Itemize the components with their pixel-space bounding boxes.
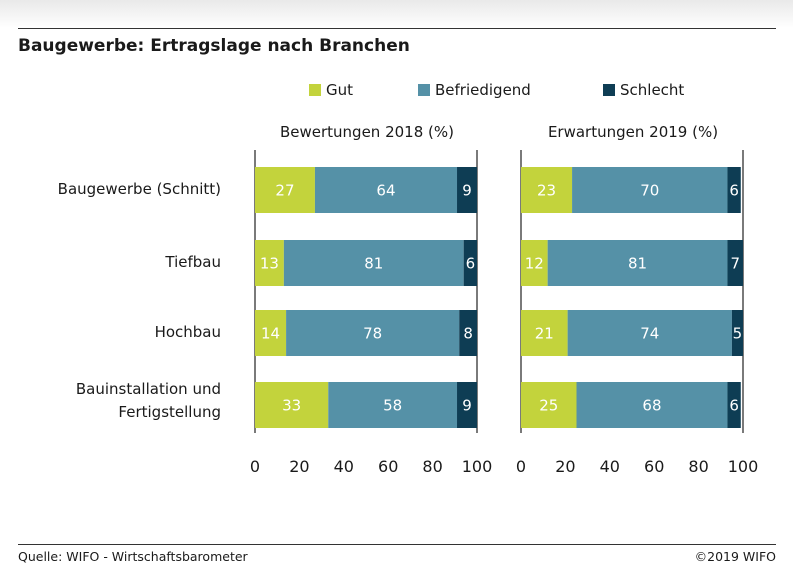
- bar-segment-schlecht: [727, 240, 743, 286]
- data-label: 74: [640, 325, 659, 343]
- bar-segment-gut: [255, 240, 284, 286]
- bar-segment-schlecht: [457, 382, 477, 428]
- bar-segment-befriedigend: [314, 167, 458, 213]
- legend-swatch-schlecht: [603, 84, 615, 96]
- data-label: 12: [525, 255, 544, 273]
- panel-title-2018: Bewertungen 2018 (%): [279, 123, 454, 141]
- legend-item-gut: Gut: [309, 80, 353, 100]
- bar-segment-gut: [521, 382, 577, 428]
- bar-segment-gut: [521, 310, 568, 356]
- tick-label: 20: [555, 457, 575, 476]
- legend-label-befriedigend: Befriedigend: [435, 81, 531, 99]
- category-label: Tiefbau: [165, 253, 221, 271]
- data-label: 9: [462, 397, 472, 415]
- data-label: 33: [282, 397, 301, 415]
- top-shade: [0, 0, 793, 28]
- bar-segment-befriedigend: [283, 240, 464, 286]
- data-label: 58: [383, 397, 402, 415]
- tick-label: 80: [422, 457, 442, 476]
- bar-segment-befriedigend: [286, 310, 460, 356]
- data-label: 5: [733, 325, 743, 343]
- legend-item-schlecht: Schlecht: [603, 80, 684, 100]
- category-label: Hochbau: [154, 323, 221, 341]
- tick-label: 0: [250, 457, 260, 476]
- bar-segment-gut: [521, 240, 548, 286]
- data-label: 6: [466, 255, 476, 273]
- tick-label: 100: [462, 457, 493, 476]
- data-label: 68: [642, 397, 661, 415]
- data-label: 81: [364, 255, 383, 273]
- copyright-note: ©2019 WIFO: [694, 549, 776, 564]
- data-label: 6: [729, 182, 739, 200]
- data-label: 8: [463, 325, 473, 343]
- category-label: Baugewerbe (Schnitt): [57, 180, 221, 198]
- tick-label: 60: [644, 457, 664, 476]
- data-label: 13: [260, 255, 279, 273]
- legend-label-gut: Gut: [326, 81, 354, 99]
- tick-label: 40: [334, 457, 354, 476]
- tick-label: 60: [378, 457, 398, 476]
- legend-label-schlecht: Schlecht: [620, 81, 685, 99]
- category-label: Bauinstallation und Fertigstellung: [75, 380, 221, 421]
- bar-segment-befriedigend: [572, 167, 728, 213]
- bar-segment-befriedigend: [328, 382, 458, 428]
- data-label: 14: [261, 325, 280, 343]
- bar-segment-befriedigend: [576, 382, 728, 428]
- source-note: Quelle: WIFO - Wirtschaftsbarometer: [18, 549, 248, 564]
- panel-title-2019: Erwartungen 2019 (%): [547, 123, 719, 141]
- data-label: 23: [537, 182, 556, 200]
- data-label: 6: [729, 397, 739, 415]
- data-label: 70: [640, 182, 659, 200]
- data-label: 9: [462, 182, 472, 200]
- bar-segment-befriedigend: [567, 310, 732, 356]
- bar-segment-schlecht: [727, 382, 741, 428]
- bar-segment-befriedigend: [547, 240, 728, 286]
- tick-label: 0: [516, 457, 526, 476]
- bar-segment-gut: [255, 167, 315, 213]
- bar-segment-schlecht: [727, 167, 741, 213]
- bar-segment-gut: [255, 310, 287, 356]
- data-label: 64: [376, 182, 395, 200]
- top-rule: [18, 28, 776, 29]
- bottom-rule: [18, 544, 776, 545]
- tick-label: 40: [600, 457, 620, 476]
- chart-title: Baugewerbe: Ertragslage nach Branchen: [18, 36, 410, 56]
- data-label: 7: [730, 255, 740, 273]
- tick-label: 80: [688, 457, 708, 476]
- legend-item-befriedigend: Befriedigend: [418, 80, 531, 100]
- bar-segment-schlecht: [457, 167, 477, 213]
- bar-segment-schlecht: [731, 310, 743, 356]
- data-label: 21: [535, 325, 554, 343]
- tick-label: 100: [728, 457, 759, 476]
- tick-label: 20: [289, 457, 309, 476]
- legend-swatch-gut: [309, 84, 321, 96]
- data-label: 81: [628, 255, 647, 273]
- data-label: 27: [275, 182, 294, 200]
- bar-segment-gut: [521, 167, 573, 213]
- bar-segment-schlecht: [459, 310, 477, 356]
- data-label: 78: [363, 325, 382, 343]
- bar-segment-gut: [255, 382, 329, 428]
- bar-segment-schlecht: [463, 240, 477, 286]
- data-label: 25: [539, 397, 558, 415]
- legend-swatch-befriedigend: [418, 84, 430, 96]
